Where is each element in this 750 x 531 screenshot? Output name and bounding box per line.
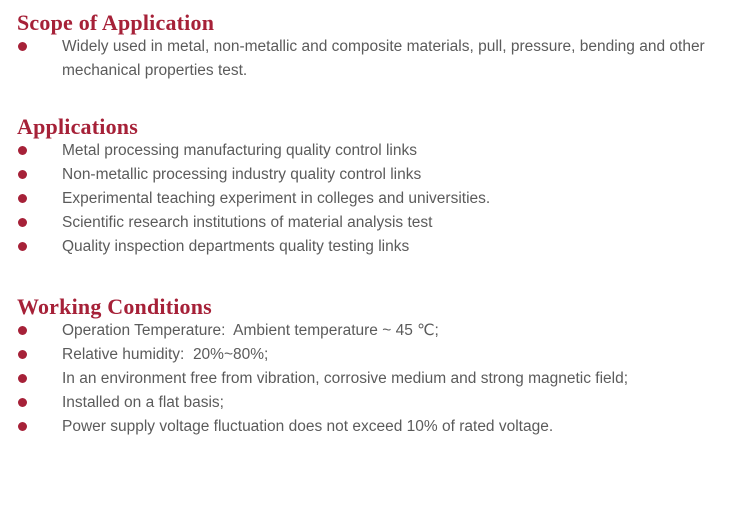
bullet-icon bbox=[18, 374, 27, 383]
list-item: In an environment free from vibration, c… bbox=[18, 367, 710, 391]
section-title-working-conditions: Working Conditions bbox=[17, 294, 212, 319]
list-item: Experimental teaching experiment in coll… bbox=[18, 187, 710, 211]
bullet-text: Power supply voltage fluctuation does no… bbox=[62, 418, 554, 435]
list-item: Quality inspection departments quality t… bbox=[18, 235, 710, 259]
list-item: Widely used in metal, non-metallic and c… bbox=[18, 35, 710, 83]
bullet-icon bbox=[18, 242, 27, 251]
bullet-icon bbox=[18, 326, 27, 335]
list-item: Relative humidity: 20%~80%; bbox=[18, 343, 710, 367]
list-item: Metal processing manufacturing quality c… bbox=[18, 139, 710, 163]
bullet-text: Experimental teaching experiment in coll… bbox=[62, 190, 491, 207]
bullet-icon bbox=[18, 422, 27, 431]
bullet-icon bbox=[18, 350, 27, 359]
bullet-text: Metal processing manufacturing quality c… bbox=[62, 142, 417, 159]
list-item: Power supply voltage fluctuation does no… bbox=[18, 415, 710, 439]
bullet-icon bbox=[18, 398, 27, 407]
working-conditions-list: Operation Temperature: Ambient temperatu… bbox=[0, 319, 750, 439]
bullet-text: Non-metallic processing industry quality… bbox=[62, 166, 422, 183]
bullet-icon bbox=[18, 170, 27, 179]
bullet-text: Operation Temperature: Ambient temperatu… bbox=[62, 322, 439, 339]
list-item: Installed on a flat basis; bbox=[18, 391, 710, 415]
bullet-icon bbox=[18, 218, 27, 227]
bullet-icon bbox=[18, 42, 27, 51]
bullet-text: Relative humidity: 20%~80%; bbox=[62, 346, 269, 363]
list-item: Non-metallic processing industry quality… bbox=[18, 163, 710, 187]
bullet-text: Installed on a flat basis; bbox=[62, 394, 224, 411]
bullet-text: Quality inspection departments quality t… bbox=[62, 238, 410, 255]
list-item: Operation Temperature: Ambient temperatu… bbox=[18, 319, 710, 343]
bullet-icon bbox=[18, 146, 27, 155]
list-item: Scientific research institutions of mate… bbox=[18, 211, 710, 235]
bullet-text: In an environment free from vibration, c… bbox=[62, 370, 629, 387]
section-title-applications: Applications bbox=[17, 114, 138, 139]
section-title-scope-of-application: Scope of Application bbox=[17, 10, 215, 35]
scope-of-application-list: Widely used in metal, non-metallic and c… bbox=[0, 35, 750, 83]
bullet-text: Scientific research institutions of mate… bbox=[62, 214, 433, 231]
applications-list: Metal processing manufacturing quality c… bbox=[0, 139, 750, 259]
bullet-text: Widely used in metal, non-metallic and c… bbox=[62, 38, 710, 79]
bullet-icon bbox=[18, 194, 27, 203]
